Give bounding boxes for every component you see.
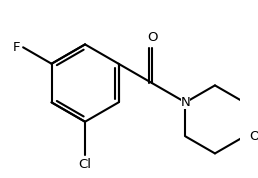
Text: O: O <box>249 130 258 143</box>
Text: Cl: Cl <box>78 158 92 171</box>
Text: N: N <box>181 96 190 109</box>
Text: F: F <box>13 41 20 54</box>
Text: O: O <box>147 31 157 44</box>
